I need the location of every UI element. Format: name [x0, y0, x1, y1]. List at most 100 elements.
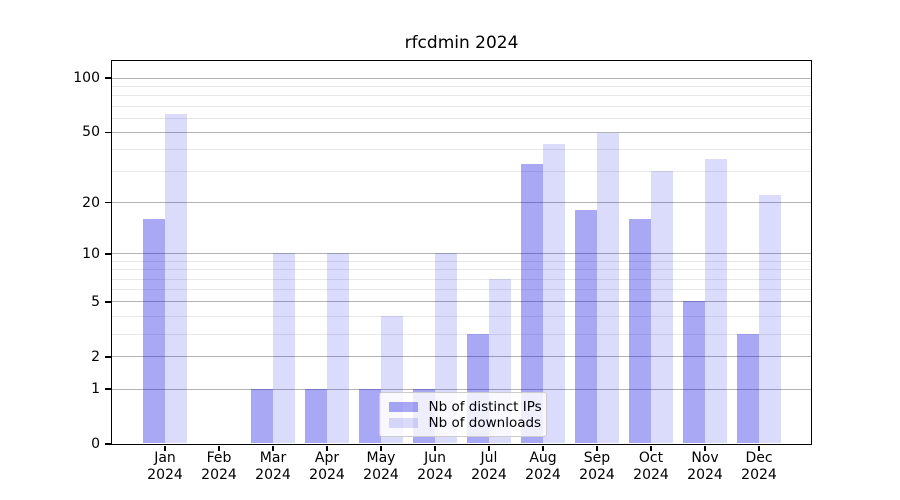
bar-distinct-ips	[574, 210, 597, 444]
x-tick-month: Apr	[314, 450, 340, 466]
x-tick-year: 2024	[687, 467, 723, 483]
x-axis-tick	[650, 445, 652, 451]
x-tick-month: Jul	[480, 450, 498, 466]
bar-distinct-ips	[304, 388, 327, 444]
minor-gridline	[111, 149, 811, 151]
major-gridline	[111, 202, 811, 204]
minor-gridline	[111, 269, 811, 271]
x-axis-tick	[272, 445, 274, 451]
x-tick-year: 2024	[147, 467, 183, 483]
x-tick-year: 2024	[363, 467, 399, 483]
y-axis-tick-label: 10	[82, 245, 100, 262]
x-axis-tick	[326, 445, 328, 451]
bar-downloads	[758, 194, 781, 444]
x-tick-month: Mar	[259, 450, 287, 466]
x-tick-year: 2024	[417, 467, 453, 483]
x-axis-tick-label: May 2024	[349, 450, 413, 484]
x-tick-year: 2024	[633, 467, 669, 483]
y-axis-tick-label: 20	[82, 194, 100, 211]
x-axis-tick-label: Sep 2024	[565, 450, 629, 484]
x-axis-tick	[380, 445, 382, 451]
major-gridline	[111, 253, 811, 255]
minor-gridline	[111, 315, 811, 317]
y-axis-tick	[104, 131, 112, 134]
x-axis-tick	[704, 445, 706, 451]
x-tick-year: 2024	[309, 467, 345, 483]
bar-downloads	[596, 133, 619, 444]
y-axis-tick-label: 100	[73, 70, 100, 87]
y-axis-tick	[104, 77, 112, 79]
bar-downloads	[704, 159, 727, 444]
minor-gridline	[111, 278, 811, 280]
bar-downloads	[272, 253, 295, 444]
legend-row-distinct-ips: Nb of distinct IPs	[388, 399, 542, 415]
legend-swatch-distinct-ips	[388, 401, 418, 412]
x-tick-month: May	[366, 450, 396, 466]
legend: Nb of distinct IPs Nb of downloads	[378, 391, 547, 437]
x-tick-month: Dec	[745, 450, 773, 466]
y-axis-tick-label: 0	[91, 436, 100, 452]
y-axis-tick	[104, 201, 112, 204]
y-axis-tick-label: 1	[91, 381, 100, 398]
chart-title: rfcdmin 2024	[404, 33, 519, 53]
bar-distinct-ips	[520, 164, 543, 444]
x-tick-month: Feb	[206, 450, 232, 466]
y-axis-tick-label: 2	[91, 348, 100, 365]
x-tick-year: 2024	[741, 467, 777, 483]
legend-swatch-downloads	[388, 417, 418, 428]
y-axis-tick	[104, 356, 112, 358]
major-gridline	[111, 388, 811, 390]
legend-label-downloads: Nb of downloads	[428, 414, 542, 431]
x-axis-tick	[596, 445, 598, 451]
x-axis-tick-label: Aug 2024	[511, 450, 575, 484]
minor-gridline	[111, 95, 811, 97]
bar-distinct-ips	[358, 388, 381, 444]
x-axis-tick	[164, 445, 166, 451]
x-axis-tick	[434, 445, 436, 451]
x-tick-month: Sep	[583, 450, 611, 466]
y-axis-tick-label: 5	[91, 293, 100, 310]
x-tick-month: Nov	[691, 450, 719, 466]
x-axis-tick	[488, 445, 490, 451]
x-axis-tick-label: Dec 2024	[727, 450, 791, 484]
y-axis-tick	[104, 253, 112, 255]
bar-distinct-ips	[250, 388, 273, 444]
x-axis-tick-label: Jun 2024	[403, 450, 467, 484]
major-gridline	[111, 77, 811, 79]
minor-gridline	[111, 289, 811, 291]
y-axis-tick	[104, 388, 112, 390]
x-axis-tick	[758, 445, 760, 451]
x-axis-tick-label: Jan 2024	[133, 450, 197, 484]
x-tick-month: Oct	[638, 450, 664, 466]
x-axis-tick-label: Feb 2024	[187, 450, 251, 484]
y-axis-tick	[104, 443, 112, 445]
bar-distinct-ips	[628, 218, 651, 444]
bar-downloads	[650, 171, 673, 444]
bar-distinct-ips	[142, 218, 165, 444]
minor-gridline	[111, 105, 811, 107]
x-axis-tick-label: Apr 2024	[295, 450, 359, 484]
legend-row-downloads: Nb of downloads	[388, 415, 541, 431]
bar-downloads	[164, 113, 187, 444]
x-tick-month: Jan	[154, 450, 176, 466]
x-axis-tick	[542, 445, 544, 451]
major-gridline	[111, 356, 811, 358]
x-axis-tick-label: Oct 2024	[619, 450, 683, 484]
minor-gridline	[111, 261, 811, 262]
y-axis-tick-label: 50	[82, 124, 100, 141]
bar-downloads	[542, 143, 565, 444]
minor-gridline	[111, 117, 811, 119]
x-axis-tick-label: Jul 2024	[457, 450, 521, 484]
plot-area: Nb of distinct IPs Nb of downloads	[110, 59, 812, 445]
bar-distinct-ips	[736, 333, 759, 444]
x-tick-year: 2024	[201, 467, 237, 483]
x-axis-tick	[218, 445, 220, 451]
bar-downloads	[326, 253, 349, 444]
major-gridline	[111, 301, 811, 303]
minor-gridline	[111, 333, 811, 335]
legend-label-distinct-ips: Nb of distinct IPs	[428, 398, 542, 415]
x-tick-year: 2024	[471, 467, 507, 483]
bar-distinct-ips	[682, 301, 705, 444]
major-gridline	[111, 131, 811, 133]
x-axis-tick-label: Nov 2024	[673, 450, 737, 484]
